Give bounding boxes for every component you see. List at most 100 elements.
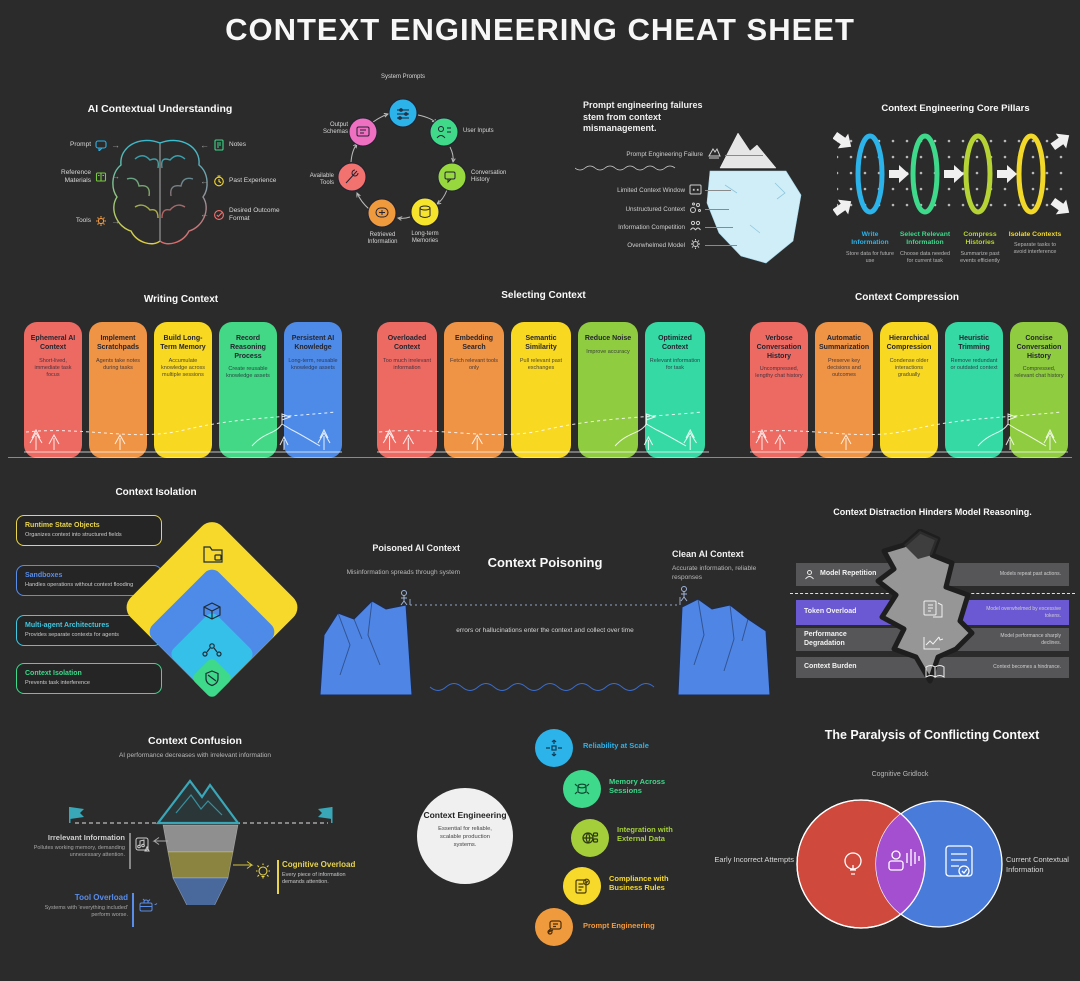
callout-divider xyxy=(129,833,131,869)
row-desc: Model overwhelmed by excessive tokens. xyxy=(986,606,1061,619)
bullet-memory xyxy=(563,770,601,808)
pillar-title: Isolate Contexts xyxy=(1008,231,1062,238)
poisoned-cliff xyxy=(320,600,413,696)
clean-cliff xyxy=(677,598,770,696)
card-title: Verbose Conversation History xyxy=(756,335,802,360)
chat-history-icon xyxy=(444,171,456,184)
book-icon xyxy=(925,665,945,678)
callout-desc: Pollutes working memory, demanding unnec… xyxy=(33,845,125,859)
arrow-right: → xyxy=(111,215,120,226)
card-heuristic-trimming: Heuristic Trimming Remove redundant or ou… xyxy=(945,322,1003,458)
pillar-ring-write xyxy=(855,133,885,215)
section-title: Selecting Context xyxy=(501,290,586,301)
card-desc: Compressed, relevant chat history xyxy=(1014,366,1064,380)
checklist-icon xyxy=(575,878,590,894)
bullet-compliance xyxy=(563,867,601,905)
connector-line xyxy=(705,190,731,191)
card-semantic-similarity: Semantic Similarity Pull relevant past ex… xyxy=(511,322,571,458)
person-icon xyxy=(805,570,814,580)
schema-icon xyxy=(356,126,370,137)
card-desc: Too much irrelevant information xyxy=(383,357,431,371)
panel-context-cycle: System Prompts User Inputs Conversation … xyxy=(300,70,570,270)
section-title: Context Confusion xyxy=(148,735,242,747)
card-title: Embedding Search xyxy=(454,335,494,351)
panel-core-pillars: Context Engineering Core Pillars Write I… xyxy=(833,95,1078,275)
section-subtitle: AI performance decreases with irrelevant… xyxy=(118,752,272,759)
pillar-desc: Store data for future use xyxy=(846,250,894,264)
row-label: Performance Degradation xyxy=(804,631,847,647)
iceberg-label-above: Prompt Engineering Failure xyxy=(626,151,703,158)
cycle-diagram xyxy=(337,98,467,228)
card-embedding-search: Embedding Search Fetch relevant tools onl… xyxy=(444,322,504,458)
book-icon xyxy=(95,172,107,182)
pillar-label-compress: Compress Histories Summarize past events … xyxy=(952,231,1008,264)
card-desc: Remove redundant or outdated context xyxy=(950,357,998,371)
bridge-text: errors or hallucinations enter the conte… xyxy=(456,627,634,634)
card-automatic-summarization: Automatic Summarization Preserve key deci… xyxy=(815,322,873,458)
venn-top-label: Cognitive Gridlock xyxy=(871,771,929,778)
iceberg-graphic xyxy=(706,132,802,264)
stick-figures xyxy=(400,586,688,606)
row-desc: Context becomes a hindrance. xyxy=(993,664,1061,671)
hub-title: Context Engineering xyxy=(423,810,507,820)
iceberg-heading: Prompt engineering failures stem from co… xyxy=(583,100,703,134)
panel-prompt-failure-iceberg: Prompt engineering failures stem from co… xyxy=(575,95,825,270)
card-desc: Pull relevant past exchanges xyxy=(519,357,563,371)
callout-cognitive-overload: Cognitive Overload Every piece of inform… xyxy=(282,860,362,887)
item-label: Reference Materials xyxy=(61,169,91,184)
ground-line xyxy=(8,457,1072,458)
poisoned-desc: Misinformation spreads through system xyxy=(346,569,460,576)
card-title: Heuristic Trimming xyxy=(958,335,990,351)
panel-context-confusion: Context Confusion AI performance decreas… xyxy=(30,735,360,975)
bullet-label: Compliance with Business Rules xyxy=(609,874,669,893)
bullet-reliability xyxy=(535,729,573,767)
brain-illustration xyxy=(112,139,208,245)
user-input-icon xyxy=(436,126,451,139)
iceberg-above-water xyxy=(719,132,777,169)
callout-divider xyxy=(132,893,134,927)
panel-context-isolation: Context Isolation Runtime State Objects O… xyxy=(16,485,316,715)
scale-icon xyxy=(546,739,562,757)
target-icon xyxy=(214,209,224,220)
arrow-right: → xyxy=(111,139,120,150)
bullet-integration xyxy=(571,819,609,857)
mountain-peak xyxy=(155,779,241,825)
chat-icon xyxy=(95,140,107,151)
understanding-item-notes: ← Notes xyxy=(200,139,300,151)
funnel-layer-olive xyxy=(167,851,234,879)
iceberg-label-below: Unstructured Context xyxy=(625,206,686,213)
writing-context-cards: Ephemeral AI Context Short-lived, immedia… xyxy=(24,322,342,458)
card-desc: Improve accuracy xyxy=(586,348,630,355)
pillar-label-select: Select Relevant Information Choose data n… xyxy=(897,231,953,264)
panel-context-poisoning: Poisoned AI Context Misinformation sprea… xyxy=(320,535,770,700)
understanding-item-desired-outcome: ← Desired Outcome Format xyxy=(200,207,300,223)
arrow-to-irrelevant xyxy=(152,837,168,845)
card-verbose-conversation-history: Verbose Conversation History Uncompressed… xyxy=(750,322,808,458)
card-implement-scratchpads: Implement Scratchpads Agents take notes d… xyxy=(89,322,147,458)
cube-icon xyxy=(203,602,221,620)
panel-context-engineering: Context Engineering Essential for reliab… xyxy=(405,725,705,970)
cycle-label: Available Tools xyxy=(309,173,334,187)
section-title: Context Isolation xyxy=(115,487,197,498)
poisoned-title: Poisoned AI Context xyxy=(372,543,460,553)
cycle-node-output-schemas xyxy=(348,117,378,147)
cycle-label: System Prompts xyxy=(380,74,425,80)
clock-icon xyxy=(214,175,224,187)
memory-icon xyxy=(574,783,590,795)
bullet-label: Memory Across Sessions xyxy=(609,777,665,796)
item-label: Past Experience xyxy=(229,177,277,185)
pillar-desc: Summarize past events efficiently xyxy=(960,250,1000,264)
callout-desc: Every piece of information demands atten… xyxy=(282,872,346,886)
box-desc: Provides separate contexts for agents xyxy=(25,632,119,638)
card-desc: Preserve key decisions and outcomes xyxy=(827,357,861,378)
card-title: Semantic Similarity xyxy=(525,335,557,351)
water-waves xyxy=(429,683,655,691)
item-label: Tools xyxy=(75,217,91,225)
card-desc: Create reusable knowledge assets xyxy=(226,366,270,380)
row-desc: Model performance sharply declines. xyxy=(1000,633,1061,646)
row-desc: Models repeat past actions. xyxy=(999,571,1061,578)
callout-desc: Systems with 'everything included' perfo… xyxy=(44,905,128,919)
iceberg-below-water xyxy=(706,170,802,264)
pillar-ring-compress xyxy=(963,133,993,215)
callout-tool-overload: Tool Overload Systems with 'everything i… xyxy=(30,893,128,920)
